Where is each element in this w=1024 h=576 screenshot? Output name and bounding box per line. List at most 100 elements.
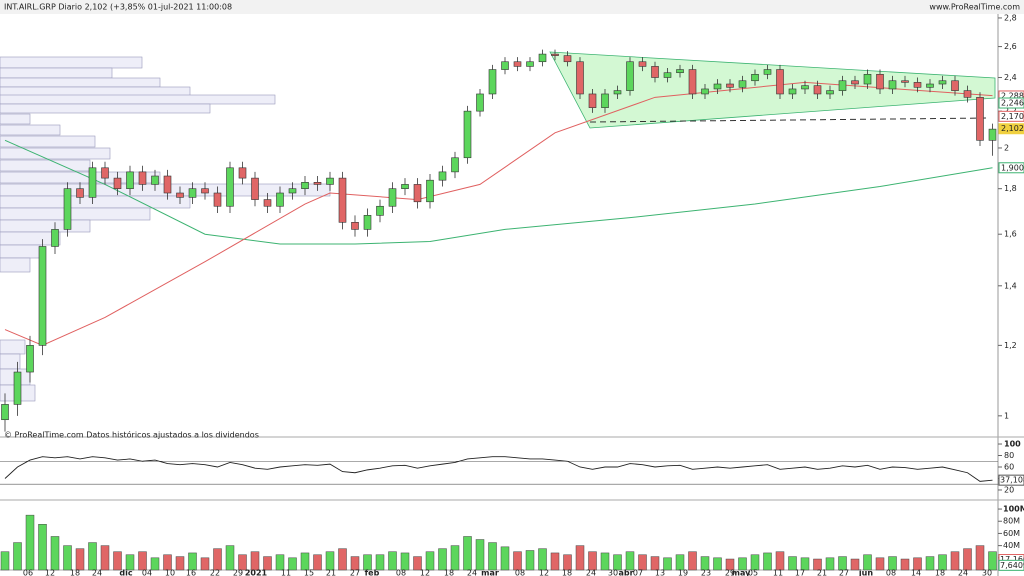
header-title: INT.AIRL.GRP Diario 2,102 (+3,85% 01-jul…	[4, 3, 232, 12]
x-tick-label: mar	[481, 569, 499, 576]
candle-body	[113, 177, 122, 189]
x-tick-label: 16	[186, 569, 196, 576]
candle-body	[926, 83, 934, 88]
candle-body	[988, 128, 997, 141]
volume-bar	[588, 551, 597, 571]
volume-bar	[925, 556, 935, 571]
volume-bar	[788, 556, 797, 571]
volume-bar	[300, 552, 310, 571]
candle-body	[888, 80, 897, 90]
candle-body	[713, 83, 722, 90]
volume-bar	[263, 556, 272, 571]
candle-body	[788, 88, 797, 95]
volume-bar	[888, 556, 897, 571]
x-tick-label: jun	[858, 569, 873, 576]
volume-bar	[363, 554, 372, 571]
x-tick-label: 11	[773, 569, 783, 576]
price-label: 2,102	[1001, 124, 1024, 133]
x-tick-label: 24	[958, 569, 968, 576]
candle-body	[476, 93, 484, 112]
candle-body	[876, 74, 884, 90]
rsi-tick-label: 100	[1004, 440, 1021, 449]
x-tick-label: 12	[420, 569, 430, 576]
candle-body	[501, 61, 509, 70]
volume-label: 17,166	[1000, 555, 1024, 564]
candle-body	[151, 175, 159, 185]
candle-body	[26, 345, 34, 373]
volume-bar	[350, 556, 360, 571]
x-tick-label: 08	[515, 569, 525, 576]
x-tick-label: 07	[633, 569, 643, 576]
x-tick-label: 27	[350, 569, 360, 576]
volume-tick-label: 80M	[1003, 517, 1020, 526]
candle-body	[513, 61, 522, 67]
volume-bar	[900, 558, 910, 571]
x-tick-label: 18	[562, 569, 572, 576]
rsi-label-box	[998, 474, 1024, 486]
volume-bar	[975, 545, 985, 571]
y-tick-label: 1,8	[1004, 184, 1017, 193]
price-label-box	[998, 110, 1024, 122]
candle-body	[363, 215, 372, 230]
volume-bar	[750, 554, 760, 571]
candle-body	[313, 182, 322, 185]
candle-body	[826, 90, 834, 95]
volume-bar	[813, 558, 822, 571]
volume-bar	[13, 542, 22, 571]
candle-body	[63, 188, 72, 230]
x-tick-label: 18	[70, 569, 80, 576]
volume-bar	[163, 554, 172, 571]
x-tick-label: 24	[92, 569, 102, 576]
volume-bar	[425, 551, 435, 571]
candle-body	[651, 66, 659, 78]
volume-bar	[250, 551, 260, 571]
price-label-box	[998, 97, 1024, 109]
volume-bar	[825, 557, 835, 571]
volume-bar	[613, 554, 622, 571]
volume-bar	[700, 556, 710, 571]
price-label: 2,1707	[1001, 112, 1024, 121]
price-label: 2,2881	[1001, 91, 1024, 100]
x-tick-label: 12	[539, 569, 549, 576]
volume-label: 7,6409	[1000, 561, 1024, 570]
candle-body	[938, 80, 947, 85]
volume-bar	[63, 545, 72, 571]
header-site: www.ProRealTime.com	[929, 3, 1020, 12]
volume-bar	[0, 551, 10, 571]
candle-body	[576, 61, 584, 95]
volume-bar	[800, 557, 810, 571]
header-bar	[0, 0, 1024, 14]
candle-body	[13, 371, 22, 405]
x-tick-label: 24	[467, 569, 477, 576]
moving-average	[4, 81, 993, 346]
candle-body	[538, 53, 547, 63]
x-tick-label: 08	[396, 569, 406, 576]
x-tick-label: 30	[982, 569, 992, 576]
x-tick-label: 19	[678, 569, 688, 576]
candle-body	[226, 167, 234, 207]
x-tick-label: 11	[281, 569, 291, 576]
volume-bar	[188, 552, 197, 571]
price-label-box	[998, 162, 1024, 174]
volume-bar	[838, 556, 847, 571]
candle-body	[638, 61, 647, 67]
price-label-box	[998, 123, 1024, 135]
candle-body	[488, 69, 497, 95]
candle-body	[601, 93, 609, 108]
candle-body	[976, 97, 984, 141]
volume-bar	[213, 548, 222, 571]
volume-bar	[175, 556, 185, 571]
volume-bar	[38, 524, 47, 571]
volume-bar	[600, 552, 610, 571]
candle-body	[388, 188, 397, 207]
volume-bar	[713, 557, 722, 571]
volume-bar	[450, 545, 460, 571]
x-tick-label: may	[732, 569, 751, 576]
volume-bar	[313, 554, 322, 571]
volume-bar	[538, 548, 547, 571]
candle-body	[351, 222, 359, 230]
candle-body	[626, 61, 634, 91]
volume-tick-label: 100M	[1003, 505, 1024, 514]
volume-bar	[238, 554, 247, 571]
